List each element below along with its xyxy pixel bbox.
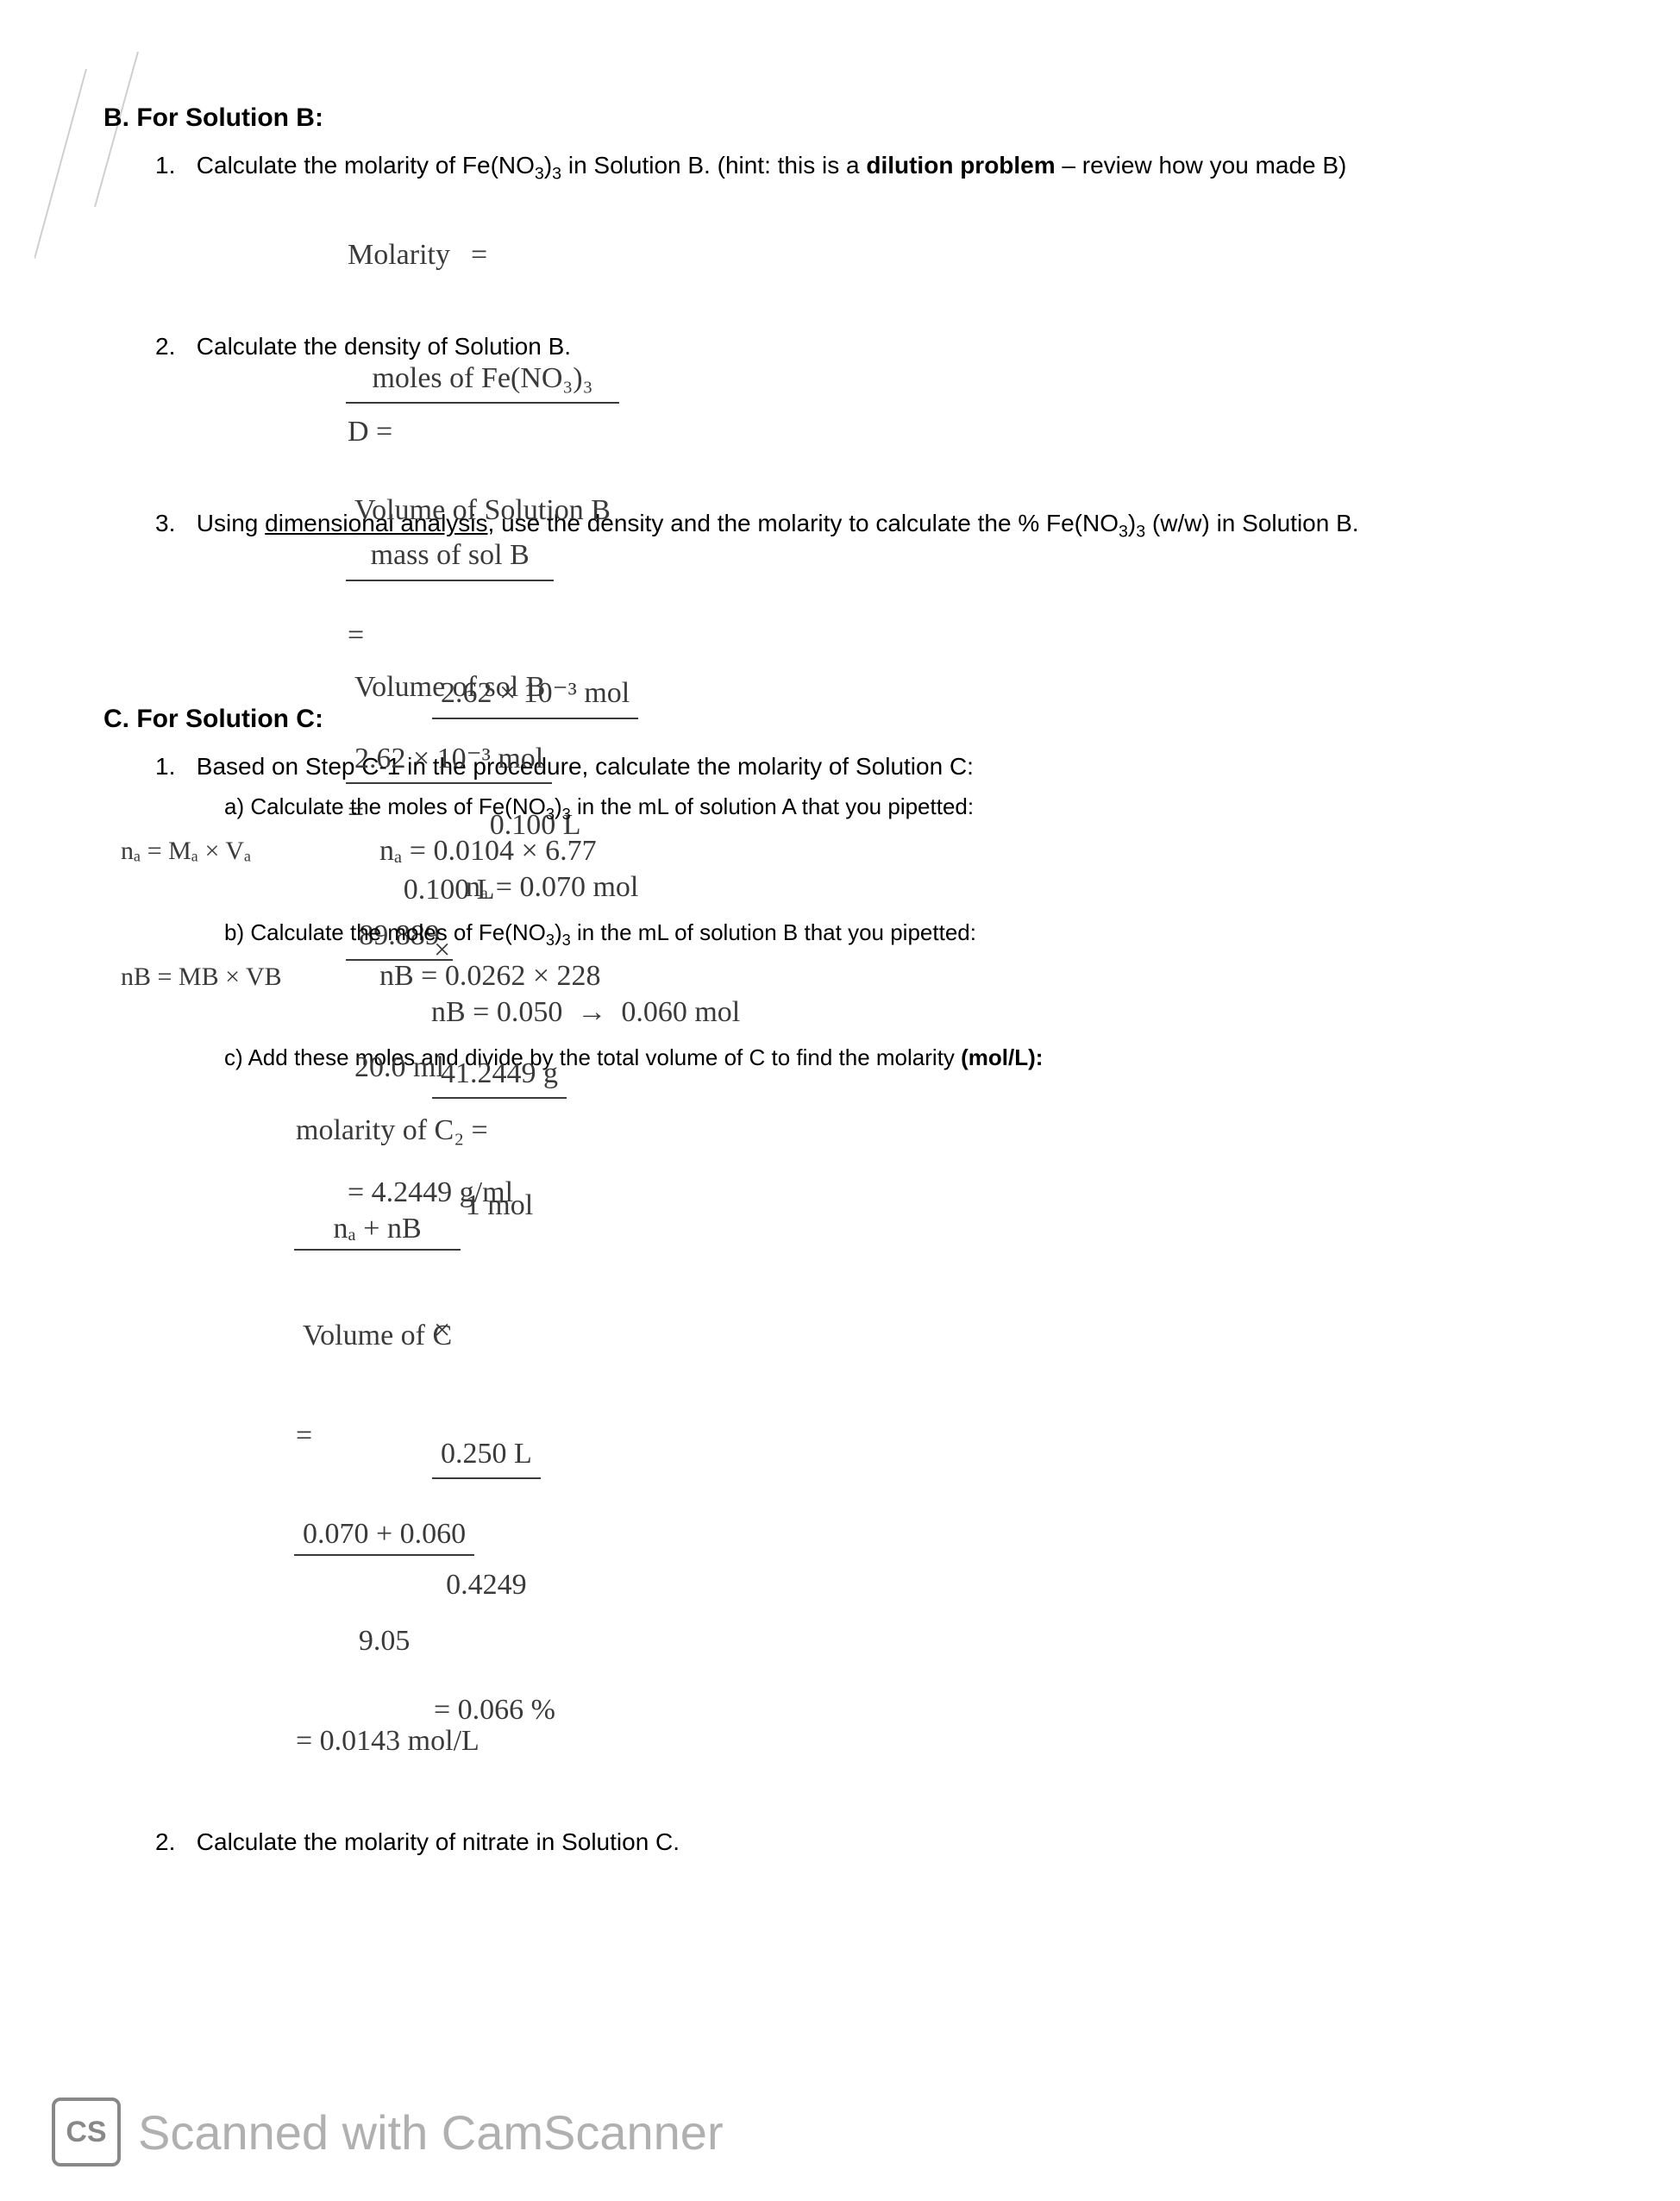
q-number: 1. — [155, 148, 190, 182]
handwritten-work: nB = 0.050 → 0.060 mol — [431, 996, 1594, 1029]
scanner-watermark: CS Scanned with CamScanner — [52, 2098, 724, 2167]
hw-label: D = — [348, 411, 392, 453]
q-text: (w/w) in Solution B. — [1145, 510, 1358, 536]
section-b-head: B. For Solution B: — [103, 103, 1594, 133]
hw-label: Molarity — [348, 235, 450, 276]
paren: ) — [555, 793, 562, 819]
camscanner-badge-icon: CS — [52, 2098, 121, 2167]
handwritten-work: nₐ = 0.070 mol — [466, 871, 1594, 904]
question-c1b: b) Calculate the moles of Fe(NO3)3 in th… — [224, 919, 1594, 1029]
subscript: 3 — [546, 806, 555, 824]
subscript: 3 — [1119, 523, 1128, 542]
q-number: 2. — [155, 1825, 190, 1859]
q-number: 2. — [155, 329, 190, 363]
q-text: Using — [197, 510, 265, 536]
numerator: 2.62 × 10⁻³ mol — [432, 673, 638, 719]
denominator: 0.4249 — [432, 1561, 541, 1606]
handwritten-work: nₐ = 0.0104 × 6.77 — [379, 835, 1594, 868]
q-text: Calculate the moles of Fe(NO — [250, 919, 545, 945]
paren: ) — [555, 919, 562, 945]
q-text: Calculate the molarity of nitrate in Sol… — [197, 1828, 680, 1855]
subscript: 3 — [552, 165, 561, 184]
bold-text: dilution problem — [866, 152, 1055, 179]
q-text: Calculate the moles of Fe(NO — [250, 793, 545, 819]
paren: ) — [1128, 510, 1136, 536]
margin-formula: nₐ = Mₐ × Vₐ — [121, 837, 251, 866]
page: B. For Solution B: 1. Calculate the mola… — [0, 0, 1680, 1859]
handwritten-work: Molarity= moles of Fe(NO₃)₃ Volume of So… — [293, 191, 1594, 286]
sub-label: c) — [224, 1044, 243, 1070]
numerator: 0.250 L — [432, 1433, 541, 1480]
sub-label: a) — [224, 793, 244, 819]
hw-result: = 0.066 % — [434, 1690, 555, 1731]
numerator: 41.2449 g — [432, 1053, 567, 1100]
question-c1a: a) Calculate the moles of Fe(NO3)3 in th… — [224, 793, 1594, 903]
subscript: 3 — [562, 931, 571, 949]
fraction: 0.250 L 0.4249 — [432, 1351, 541, 1688]
q-number: 1. — [155, 749, 190, 783]
margin-formula: nB = MB × VB — [121, 963, 282, 992]
q-text: in Solution B. (hint: this is a — [561, 152, 866, 179]
subscript: 3 — [562, 806, 571, 824]
watermark-text: Scanned with CamScanner — [138, 2104, 724, 2160]
question-b1: 1. Calculate the molarity of Fe(NO3)3 in… — [155, 148, 1594, 286]
subscript: 3 — [1136, 523, 1145, 542]
q-text: in the mL of solution A that you pipette… — [571, 793, 974, 819]
times: × — [434, 1310, 450, 1351]
handwritten-work: D = mass of sol B Volume of sol B = 89.8… — [293, 368, 1594, 463]
q-text: in the mL of solution B that you pipette… — [571, 919, 976, 945]
handwritten-work: 2.62 × 10⁻³ mol 0.100 L × 41.2449 g 1 mo… — [379, 549, 1594, 644]
bold-text: (mol/L): — [961, 1044, 1043, 1070]
handwritten-work: nB = 0.0262 × 228 — [379, 960, 1594, 993]
q-text: Calculate the molarity of Fe(NO — [197, 152, 535, 179]
q-number: 3. — [155, 506, 190, 540]
denominator: 1 mol — [432, 1182, 567, 1226]
paren: ) — [544, 152, 552, 179]
q-text: – review how you made B) — [1056, 152, 1347, 179]
question-c2: 2. Calculate the molarity of nitrate in … — [155, 1825, 1594, 1859]
subscript: 3 — [535, 165, 544, 184]
sub-label: b) — [224, 919, 244, 945]
subscript: 3 — [546, 931, 555, 949]
